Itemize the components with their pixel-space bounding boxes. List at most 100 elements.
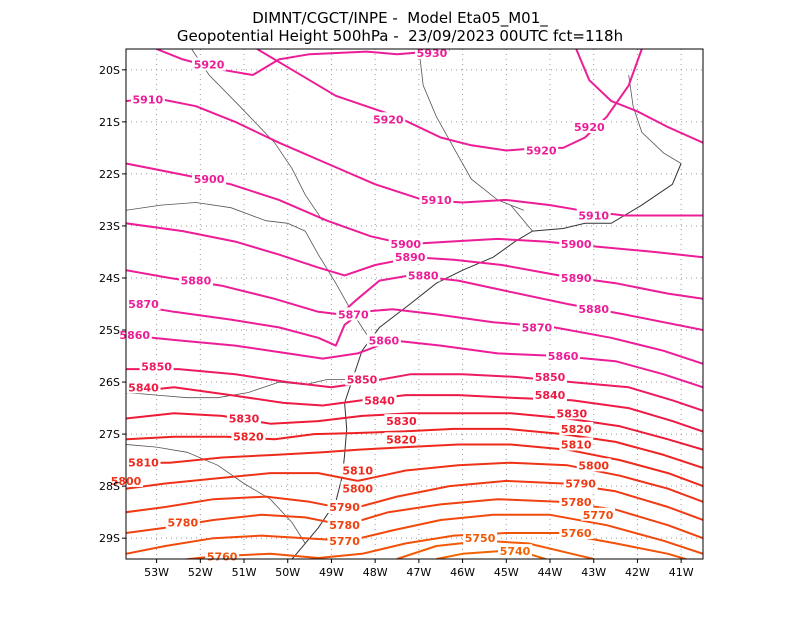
contour-label: 5750 (465, 532, 496, 545)
contour-label: 5870 (522, 321, 553, 334)
contour-label-bg (362, 393, 397, 407)
contour-label-bg (554, 406, 589, 420)
contour-label: 5820 (386, 433, 417, 446)
contour-label-bg (559, 421, 594, 435)
state-border (126, 444, 306, 544)
contour-label-bg (524, 143, 559, 157)
contour-label-bg (576, 458, 611, 472)
axis-ticks: 53W 52W 51W 50W 49W 48W 47W 46W 45W 44W 43W 42W 41W 2… (99, 64, 694, 579)
contour-5800 (126, 461, 703, 503)
contour-label-bg (581, 507, 616, 521)
contour-label-bg (340, 463, 375, 477)
contour-label: 5890 (561, 272, 592, 285)
contour-label-bg (533, 369, 568, 383)
contour-label: 5810 (342, 465, 373, 478)
contour-label-bg (327, 518, 362, 532)
contour-label: 5770 (329, 535, 360, 548)
contour-label-bg (165, 515, 200, 529)
contour-5820 (126, 427, 703, 469)
contour-label-bg (231, 429, 266, 443)
x-tick-label: 43W (581, 566, 606, 579)
contour-label: 5800 (342, 483, 373, 496)
contour-label-bg (463, 531, 498, 545)
contour-label: 5920 (574, 121, 605, 134)
contour-label-bg (227, 411, 262, 425)
contour-label: 5830 (557, 407, 588, 420)
contour-label: 5870 (338, 308, 369, 321)
contour-label: 5880 (181, 275, 212, 288)
contour-5860 (126, 334, 703, 389)
contour-label: 5900 (390, 238, 421, 251)
contour-label-bg (576, 302, 611, 316)
contour-label: 5910 (421, 194, 452, 207)
contour-label: 5840 (364, 394, 395, 407)
state-border (126, 379, 349, 399)
contour-label-bg (178, 273, 213, 287)
contour-label-bg (546, 349, 581, 363)
y-tick-label: 22S (99, 168, 120, 181)
contour-label: 5870 (128, 298, 159, 311)
contour-label-bg (130, 92, 165, 106)
contour-label-bg (559, 270, 594, 284)
contour-5920 (575, 49, 703, 144)
contour-label-bg (340, 481, 375, 495)
contour-label-bg (139, 359, 174, 373)
contour-label: 5850 (141, 360, 172, 373)
y-tick-label: 26S (99, 376, 120, 389)
contour-label-bg (192, 172, 227, 186)
contour-5770 (126, 513, 703, 555)
x-tick-label: 53W (144, 566, 169, 579)
contour-label: 5920 (526, 144, 557, 157)
contour-5840 (126, 386, 703, 433)
contour-label: 5860 (369, 334, 400, 347)
contour-label-bg (533, 388, 568, 402)
contour-label-bg (559, 437, 594, 451)
contour-label: 5890 (395, 251, 426, 264)
y-tick-label: 25S (99, 324, 120, 337)
x-tick-label: 50W (275, 566, 300, 579)
contour-label: 5930 (417, 47, 448, 60)
contour-label-bg (419, 192, 454, 206)
contour-label-bg (563, 476, 598, 490)
contour-label-bg (393, 250, 428, 264)
contour-label-bg (336, 307, 371, 321)
contour-label: 5850 (535, 371, 566, 384)
x-tick-label: 49W (319, 566, 344, 579)
contour-label: 5830 (229, 412, 260, 425)
contour-5910 (126, 97, 703, 217)
contour-label-bg (406, 268, 441, 282)
map-frame (125, 48, 704, 560)
contour-label: 5920 (373, 113, 404, 126)
coastline (291, 163, 682, 559)
contour-5920 (256, 49, 643, 152)
contour-label: 5850 (347, 373, 378, 386)
state-border (418, 49, 524, 211)
contour-label: 5860 (119, 329, 150, 342)
contour-label: 5880 (408, 269, 439, 282)
contour-5880 (126, 269, 703, 331)
y-tick-label: 28S (99, 480, 120, 493)
contour-label: 5920 (194, 59, 225, 72)
contour-label-bg (388, 237, 423, 251)
contour-5790 (126, 479, 703, 521)
contour-label: 5790 (565, 478, 596, 491)
state-border (191, 49, 324, 221)
contour-label: 5900 (561, 238, 592, 251)
contour-label-bg (192, 57, 227, 71)
contour-label: 5800 (578, 459, 609, 472)
contour-label: 5780 (168, 517, 199, 530)
contour-label: 5780 (329, 519, 360, 532)
contour-5830 (126, 412, 703, 451)
contour-5750 (396, 539, 594, 559)
y-tick-label: 20S (99, 64, 120, 77)
contour-label: 5840 (128, 381, 159, 394)
contour-label-bg (327, 499, 362, 513)
contour-label-bg (327, 533, 362, 547)
contour-label-bg (559, 525, 594, 539)
contour-5740 (436, 550, 546, 559)
state-border (628, 74, 682, 164)
coastline-path (291, 163, 682, 559)
x-tick-label: 51W (232, 566, 257, 579)
contour-label: 5790 (329, 501, 360, 514)
contour-label: 5840 (535, 389, 566, 402)
